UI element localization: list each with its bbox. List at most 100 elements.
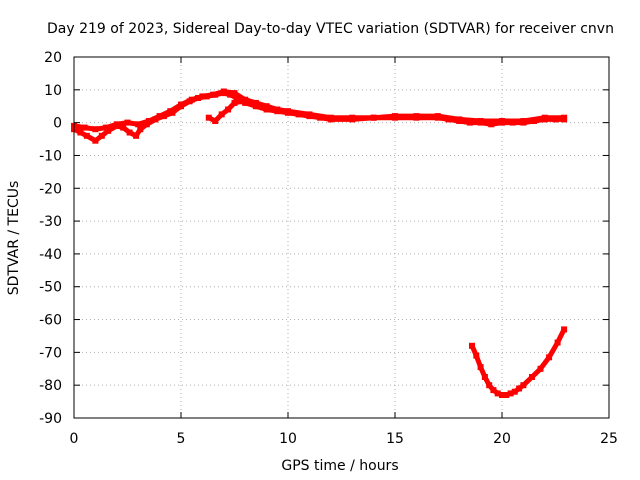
data-point [370, 114, 377, 121]
data-point [145, 118, 152, 124]
x-tick-label: 20 [493, 431, 511, 447]
data-point [231, 99, 238, 106]
plot-frame [73, 56, 610, 419]
data-point [81, 124, 88, 131]
data-point [546, 354, 553, 361]
tick-labels: 0 5 10 15 20 25 20 10 0 -10 -20 -30 -40 -50 -60 -70 -80 -… [39, 50, 618, 447]
data-point [263, 103, 270, 110]
data-point [113, 121, 120, 128]
data-point [225, 106, 232, 113]
data-point [77, 129, 84, 136]
data-point [246, 99, 253, 106]
data-point [507, 390, 514, 397]
data-point [105, 127, 112, 134]
data-point [392, 113, 398, 120]
data-point [434, 113, 441, 120]
data-point [486, 382, 493, 389]
data-point [537, 365, 544, 372]
data-point [520, 382, 527, 389]
data-point [413, 113, 420, 120]
data-point [561, 326, 568, 333]
data-point [255, 103, 261, 110]
data-point [481, 374, 488, 380]
data-point [178, 101, 184, 108]
chart-title: Day 219 of 2023, Sidereal Day-to-day VTE… [47, 21, 614, 37]
data-point [561, 114, 568, 121]
y-tick-label: -50 [39, 280, 62, 296]
y-tick-label: 0 [53, 116, 62, 132]
data-point [103, 124, 110, 131]
data-point [120, 124, 127, 131]
y-tick-label: -40 [39, 247, 62, 263]
data-point [511, 388, 518, 395]
data-point [554, 339, 561, 346]
data-point [143, 121, 150, 128]
data-point [92, 126, 99, 133]
data-point [188, 96, 195, 103]
data-point [233, 95, 240, 101]
data-point [285, 108, 291, 115]
x-tick-label: 15 [386, 431, 404, 447]
data-point [92, 137, 99, 144]
x-tick-label: 25 [600, 431, 618, 447]
data-point [306, 111, 313, 118]
data-point [135, 121, 142, 128]
data-point [490, 387, 497, 394]
data-point [126, 129, 133, 136]
y-tick-label: -70 [39, 345, 62, 361]
data-point [231, 90, 238, 97]
y-tick-label: -10 [39, 148, 62, 164]
data-point [494, 390, 501, 397]
data-point [473, 352, 480, 359]
x-tick-label: 5 [177, 431, 186, 447]
data-point [156, 113, 163, 120]
data-point [469, 342, 475, 349]
data-point [220, 88, 227, 95]
series-lower-excursion [469, 326, 568, 398]
data-point [520, 118, 527, 124]
data-point [263, 106, 270, 113]
y-tick-label: 10 [44, 83, 62, 99]
data-point [218, 111, 225, 118]
grid [74, 57, 609, 418]
y-tick-label: -90 [39, 411, 62, 427]
data-point [516, 385, 523, 392]
series-secondary-branch [205, 98, 261, 124]
y-axis-title: SDTVAR / TECUs [6, 181, 22, 296]
x-axis-title: GPS time / hours [281, 458, 398, 474]
data-point [274, 106, 281, 113]
data-point [349, 114, 356, 121]
data-point [477, 118, 484, 124]
y-tick-label: -60 [39, 313, 62, 329]
data-point [499, 118, 505, 124]
data-point [327, 114, 334, 121]
data-point [137, 126, 144, 133]
ticks [73, 56, 610, 419]
x-tick-label: 10 [279, 431, 297, 447]
y-tick-label: -20 [39, 181, 62, 197]
data-point [456, 116, 463, 123]
y-tick-label: -80 [39, 378, 62, 394]
x-tick-label: 0 [70, 431, 79, 447]
data-point [210, 91, 217, 98]
data-point [212, 118, 219, 124]
data-point [83, 132, 90, 139]
data-point [199, 93, 206, 100]
data-point [541, 114, 548, 121]
y-tick-label: 20 [44, 50, 62, 66]
data-point [477, 364, 484, 371]
data-point [133, 132, 140, 139]
data-point [205, 114, 212, 121]
data-point [488, 121, 495, 128]
y-tick-label: -30 [39, 214, 62, 230]
data-point [167, 108, 174, 115]
data-point [237, 98, 244, 105]
data-point [124, 119, 131, 126]
data-point [503, 392, 510, 398]
data-point [529, 374, 535, 380]
data-point [499, 392, 505, 398]
data-point [98, 132, 105, 139]
series-layer [71, 88, 568, 398]
